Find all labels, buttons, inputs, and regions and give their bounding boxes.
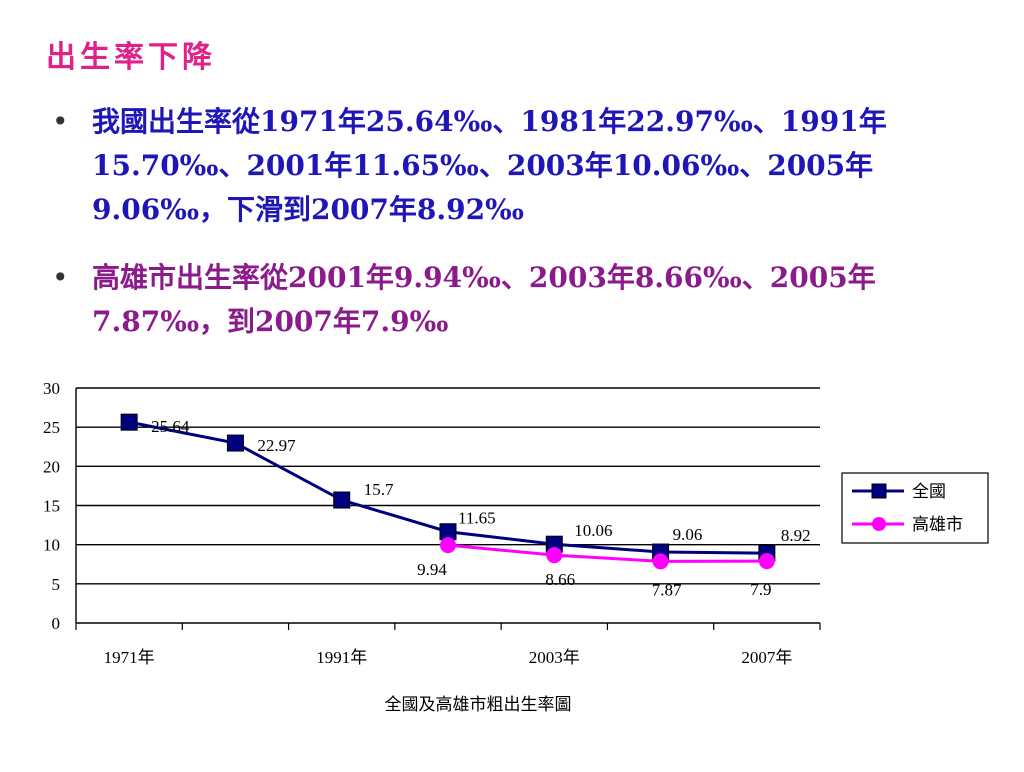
bullet-national-text: 我國出生率從1971年25.64‰、1981年22.97‰、1991年15.70… <box>92 105 887 226</box>
bullet-kaohsiung-text: 高雄市出生率從2001年9.94‰、2003年8.66‰、2005年7.87‰，… <box>92 261 876 338</box>
bullet-national: • 我國出生率從1971年25.64‰、1981年22.97‰、1991年15.… <box>50 100 990 232</box>
legend-marker-national <box>871 483 887 499</box>
data-point-kaohsiung <box>652 553 669 570</box>
legend-marker-kaohsiung <box>872 517 886 531</box>
slide-title: 出生率下降 <box>46 40 216 75</box>
data-label: 25.64 <box>151 417 190 436</box>
x-tick-label: 1991年 <box>316 648 367 667</box>
data-point-kaohsiung <box>440 537 456 554</box>
data-point-kaohsiung <box>758 553 775 570</box>
data-label: 11.65 <box>458 509 496 528</box>
y-tick-label: 20 <box>43 457 60 476</box>
y-tick-label: 10 <box>43 536 60 555</box>
data-label: 22.97 <box>257 436 296 455</box>
x-tick-label: 1971年 <box>104 648 155 667</box>
bullet-dot: • <box>52 105 69 138</box>
data-label: 7.87 <box>652 580 682 599</box>
legend-label: 高雄市 <box>912 515 963 534</box>
bullet-kaohsiung: • 高雄市出生率從2001年9.94‰、2003年8.66‰、2005年7.87… <box>50 256 990 344</box>
legend-label: 全國 <box>912 482 946 501</box>
y-tick-label: 0 <box>52 614 61 633</box>
x-tick-label: 2003年 <box>529 648 580 667</box>
birth-rate-chart: 0 5 10 15 20 25 30 1971年 1991年 2003年 2007年 25.64 22.… <box>43 379 989 714</box>
series-line-kaohsiung <box>447 543 767 563</box>
y-tick-label: 15 <box>43 497 60 516</box>
bullet-list: • 我國出生率從1971年25.64‰、1981年22.97‰、1991年15.… <box>50 100 990 368</box>
y-tick-label: 5 <box>52 575 61 594</box>
y-tick-label: 25 <box>43 418 60 437</box>
bullet-dot: • <box>52 261 69 294</box>
chart-title: 全國及高雄市粗出生率圖 <box>385 695 572 714</box>
y-tick-label: 30 <box>43 379 60 398</box>
chart-container: 0 5 10 15 20 25 30 1971年 1991年 2003年 2007年 25.64 22.… <box>0 370 1024 768</box>
legend-box <box>841 472 989 544</box>
data-label: 8.66 <box>545 570 575 589</box>
data-point-kaohsiung <box>546 547 563 564</box>
x-tick-label: 2007年 <box>741 648 792 667</box>
data-label: 10.06 <box>574 521 612 540</box>
data-label: 15.7 <box>364 480 394 499</box>
data-point-national <box>226 434 244 452</box>
data-label: 7.9 <box>750 580 771 599</box>
data-label: 8.92 <box>781 526 811 545</box>
data-label: 9.94 <box>417 560 447 579</box>
data-label: 9.06 <box>673 525 703 544</box>
data-point-national <box>333 491 351 509</box>
data-point-national <box>120 413 138 431</box>
